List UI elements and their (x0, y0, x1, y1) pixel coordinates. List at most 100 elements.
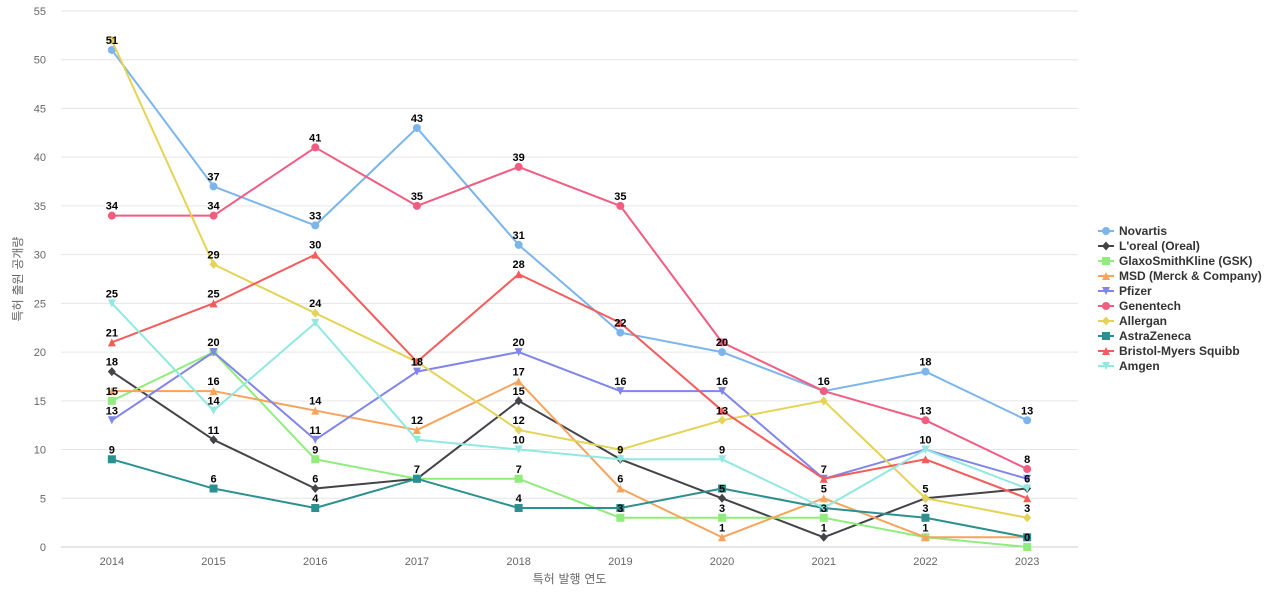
data-point[interactable] (412, 435, 421, 444)
data-point[interactable] (616, 504, 625, 513)
data-point[interactable] (921, 533, 930, 542)
data-point[interactable] (819, 474, 828, 483)
data-point[interactable] (209, 259, 218, 269)
data-point[interactable] (921, 513, 930, 522)
data-point[interactable] (514, 377, 523, 386)
data-point[interactable] (311, 504, 320, 513)
data-point[interactable] (616, 318, 625, 327)
data-point[interactable] (616, 445, 625, 455)
legend-marker[interactable] (1102, 347, 1110, 355)
data-point[interactable] (209, 182, 218, 191)
data-point[interactable] (718, 338, 727, 347)
data-point[interactable] (514, 270, 523, 279)
data-point[interactable] (921, 445, 930, 454)
data-point[interactable] (107, 35, 116, 45)
data-point[interactable] (616, 328, 625, 337)
data-point[interactable] (209, 435, 218, 445)
data-point[interactable] (311, 455, 320, 464)
data-point[interactable] (1023, 465, 1032, 474)
data-point[interactable] (412, 426, 421, 435)
legend-item[interactable]: Pfizer (1098, 284, 1152, 298)
legend-item[interactable]: Amgen (1098, 359, 1160, 373)
data-point[interactable] (514, 348, 523, 357)
series-line[interactable] (111, 253, 1028, 500)
data-point[interactable] (921, 455, 930, 464)
legend-marker[interactable] (1102, 227, 1110, 235)
data-point[interactable] (921, 416, 930, 425)
series-line[interactable] (111, 458, 1028, 539)
data-point[interactable] (209, 211, 218, 220)
legend-item[interactable]: Genentech (1098, 299, 1181, 313)
series-line[interactable] (110, 39, 1028, 519)
data-point[interactable] (209, 348, 218, 357)
data-point[interactable] (311, 221, 320, 230)
data-point[interactable] (311, 406, 320, 415)
data-point[interactable] (819, 494, 828, 503)
data-point[interactable] (311, 484, 320, 494)
data-point[interactable] (514, 445, 523, 454)
data-point[interactable] (412, 123, 421, 132)
legend-item[interactable]: AstraZeneca (1098, 329, 1191, 343)
data-point[interactable] (819, 396, 828, 406)
data-point[interactable] (921, 367, 930, 376)
data-point[interactable] (718, 415, 727, 425)
series-line[interactable] (111, 351, 1028, 548)
data-point[interactable] (718, 493, 727, 503)
series-line[interactable] (111, 302, 1028, 510)
data-point[interactable] (718, 513, 727, 522)
data-point[interactable] (718, 455, 727, 464)
data-point[interactable] (819, 387, 828, 396)
data-point[interactable] (107, 455, 116, 464)
data-point[interactable] (1023, 474, 1032, 483)
data-point[interactable] (1023, 533, 1032, 542)
data-point[interactable] (514, 425, 523, 435)
data-point[interactable] (616, 455, 625, 464)
data-point[interactable] (1023, 494, 1032, 503)
legend-marker[interactable] (1102, 332, 1110, 340)
data-point[interactable] (514, 396, 523, 406)
data-point[interactable] (311, 250, 320, 259)
data-point[interactable] (209, 406, 218, 415)
legend-item[interactable]: MSD (Merck & Company) (1098, 269, 1262, 283)
series-line[interactable] (111, 146, 1028, 470)
data-point[interactable] (311, 318, 320, 327)
data-point[interactable] (209, 484, 218, 493)
legend-item[interactable]: Novartis (1098, 224, 1167, 238)
legend-marker[interactable] (1102, 287, 1110, 295)
data-point[interactable] (718, 348, 727, 357)
data-point[interactable] (616, 484, 625, 493)
legend-item[interactable]: Allergan (1098, 314, 1167, 328)
data-point[interactable] (819, 513, 828, 522)
series-line[interactable] (111, 49, 1028, 422)
legend-marker[interactable] (1102, 241, 1110, 251)
data-point[interactable] (107, 396, 116, 405)
legend-marker[interactable] (1102, 362, 1110, 370)
data-point[interactable] (209, 387, 218, 396)
data-point[interactable] (819, 532, 828, 542)
data-point[interactable] (819, 504, 828, 513)
data-point[interactable] (718, 387, 727, 396)
data-point[interactable] (616, 201, 625, 210)
data-point[interactable] (412, 357, 421, 366)
data-point[interactable] (107, 387, 116, 396)
series-line[interactable] (111, 351, 1028, 480)
data-point[interactable] (107, 211, 116, 220)
data-point[interactable] (412, 474, 421, 483)
data-point[interactable] (718, 484, 727, 493)
series-line[interactable] (111, 380, 1028, 539)
data-point[interactable] (412, 201, 421, 210)
data-point[interactable] (514, 474, 523, 483)
data-point[interactable] (311, 435, 320, 444)
data-point[interactable] (107, 367, 116, 377)
data-point[interactable] (209, 299, 218, 308)
data-point[interactable] (514, 240, 523, 249)
data-point[interactable] (107, 338, 116, 347)
legend-marker[interactable] (1102, 316, 1110, 326)
data-point[interactable] (311, 308, 320, 318)
data-point[interactable] (616, 387, 625, 396)
legend-item[interactable]: Bristol-Myers Squibb (1098, 344, 1240, 358)
data-point[interactable] (1023, 543, 1032, 551)
data-point[interactable] (514, 504, 523, 513)
data-point[interactable] (616, 513, 625, 522)
data-point[interactable] (718, 533, 727, 542)
